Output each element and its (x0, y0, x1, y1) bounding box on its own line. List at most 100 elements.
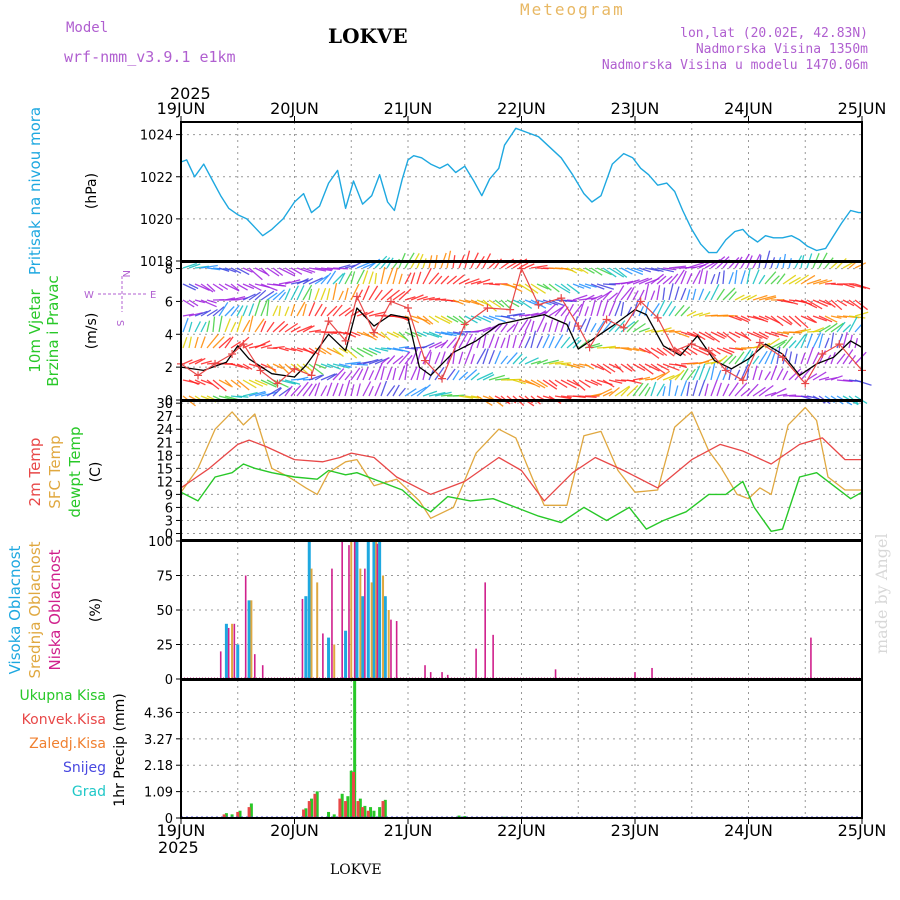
wind-barb (446, 315, 459, 323)
wind-barb (200, 264, 218, 269)
wind-barb (296, 278, 309, 285)
wind-barb (644, 267, 660, 272)
wind-barb (380, 266, 386, 285)
cloud-unit: (%) (88, 598, 104, 622)
wind-barb (674, 286, 680, 301)
wind-barb (764, 338, 780, 349)
y-tick-label: 8 (165, 263, 173, 278)
wind-barb (440, 394, 453, 397)
wind-barb (188, 336, 192, 349)
wind-barb (248, 379, 264, 387)
wind-barb (260, 290, 275, 301)
wind-barb (788, 315, 802, 327)
wind-barb (494, 336, 500, 349)
wind-barb (608, 323, 618, 333)
precip-label-snow: Snijeg (63, 760, 106, 776)
wind-barb (326, 373, 338, 381)
wind-barb (314, 303, 323, 317)
wind-barb (428, 351, 432, 365)
wind-barb (338, 290, 344, 301)
wind-barb (698, 379, 706, 397)
wind-barb (602, 379, 615, 388)
wind-barb (680, 331, 697, 338)
wind-barb (758, 315, 769, 321)
wind-barb (428, 391, 446, 397)
wind-barb (608, 299, 617, 317)
wind-barb (368, 311, 387, 317)
wind-barb (392, 347, 410, 353)
wind-barb (656, 383, 665, 397)
gust-marker (818, 350, 827, 358)
wind-barb (830, 299, 843, 311)
wind-barb (308, 277, 323, 285)
wind-barb (746, 331, 763, 339)
wind-barb (632, 299, 639, 317)
bar-ukupna-kisa (372, 810, 376, 818)
bar-srednja-oblacnost (382, 575, 385, 679)
wind-barb (266, 299, 270, 317)
wind-barb (290, 267, 303, 275)
wind-barb (260, 344, 273, 349)
wind-barb (278, 379, 297, 385)
cloud-label-high: Visoka Oblacnost (6, 545, 24, 674)
bar-niska-oblacnost (554, 669, 557, 679)
wind-barb (614, 285, 625, 301)
wind-barb (752, 365, 758, 381)
wind-barb (692, 380, 699, 397)
y-tick-label: 4 (165, 328, 173, 343)
wind-barb (500, 315, 516, 321)
wind-barb (332, 273, 344, 285)
wind-barb (740, 270, 746, 285)
wind-barb (674, 304, 685, 317)
wind-barb (530, 264, 548, 269)
wind-barb (602, 345, 616, 349)
wind-barb (530, 320, 535, 333)
wind-barb (338, 272, 346, 285)
gust-marker (670, 346, 679, 355)
wind-barb (506, 378, 522, 381)
wind-barb (686, 262, 705, 269)
wind-barb (512, 335, 517, 349)
wind-barb (434, 315, 451, 325)
wind-barb (248, 291, 261, 301)
model-name: wrf-nmm_v3.9.1 e1km (64, 48, 236, 66)
wind-barb (374, 363, 383, 381)
wind-barb (476, 326, 491, 333)
wind-barb (638, 306, 644, 317)
wind-barb (788, 276, 801, 285)
wind-barb (242, 342, 254, 349)
wind-barb (440, 275, 450, 285)
y-tick-label: 2.18 (144, 759, 173, 774)
wind-barb (794, 329, 807, 333)
bar-niska-oblacnost (341, 541, 343, 679)
bar-niska-oblacnost (810, 637, 812, 679)
wind-barb (242, 319, 251, 333)
wind-barb (722, 270, 725, 285)
wind-barb (242, 283, 255, 290)
precip-label-graupel: Grad (72, 784, 106, 800)
wind-barb (662, 275, 673, 285)
bar-ukupna-kisa (224, 813, 228, 818)
gust-marker (483, 304, 492, 312)
bar-visoka-oblacnost (344, 630, 348, 679)
wind-barb (236, 315, 243, 333)
wind-barb (722, 383, 730, 397)
wind-barb (488, 349, 496, 365)
wind-barb (320, 287, 327, 301)
y-tick-label: 0 (165, 812, 173, 827)
wind-barb (194, 310, 208, 317)
bar-ukupna-kisa (457, 815, 461, 818)
y-tick-label: 1.09 (144, 786, 173, 801)
wind-barb (482, 395, 493, 401)
wind-barb (332, 363, 350, 369)
gust-marker (636, 297, 645, 306)
temp-label-dewpt: dewpt Temp (66, 426, 84, 517)
wind-barb (554, 395, 572, 400)
precip-label-precip-conv: Konvek.Kisa (22, 712, 106, 728)
wind-barb (794, 353, 798, 365)
wind-barb (794, 274, 809, 285)
wind-barb (494, 350, 502, 365)
wind-barb (404, 388, 417, 397)
wind-barb (800, 299, 818, 309)
wind-barb (686, 289, 691, 301)
